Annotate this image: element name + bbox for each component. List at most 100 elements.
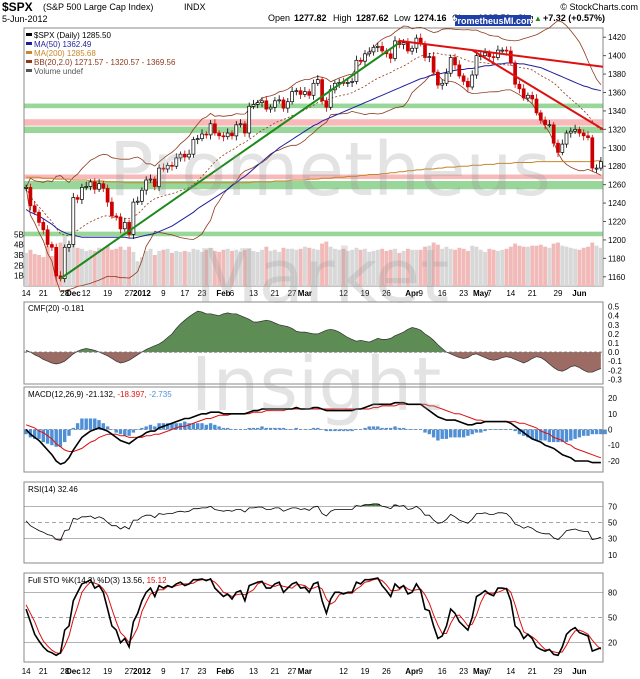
macd-histogram-bar [449, 429, 453, 438]
macd-histogram-bar [560, 429, 564, 443]
price-candle [500, 49, 505, 52]
macd-histogram-bar [590, 429, 594, 435]
volume-bar [560, 245, 565, 286]
chart-exchange: INDX [184, 2, 206, 12]
volume-bar [517, 245, 522, 286]
volume-bar [122, 249, 127, 286]
volume-bar [586, 246, 590, 286]
macd-histogram-bar [174, 423, 178, 430]
volume-bar [221, 249, 226, 286]
price-tick-label: 1320 [608, 125, 626, 134]
volume-bar [92, 250, 97, 286]
rsi-line [25, 503, 602, 541]
price-tick-label: 1240 [608, 199, 626, 208]
macd-histogram-bar [453, 429, 457, 438]
volume-bar [217, 251, 222, 286]
price-candle [560, 143, 565, 153]
price-candle [401, 42, 406, 45]
top-x-label: 27 [288, 289, 297, 298]
cmf-tick-label: 0.1 [608, 339, 620, 348]
volume-bar [405, 248, 410, 286]
volume-bar [457, 247, 462, 286]
volume-bar [328, 246, 333, 286]
volume-bar [277, 251, 282, 286]
price-candle [67, 244, 71, 248]
volume-bar [397, 252, 402, 286]
price-candle [62, 246, 67, 279]
macd-histogram-bar [144, 426, 148, 430]
volume-tick-label: 4B [14, 241, 24, 250]
volume-bar [534, 245, 539, 286]
volume-bar [526, 246, 530, 286]
price-candle [504, 49, 509, 52]
cmf-positive-area [26, 311, 601, 353]
macd-histogram-bar [393, 426, 397, 430]
macd-histogram-bar [170, 423, 174, 430]
price-candle [564, 132, 569, 145]
macd-histogram-bar [131, 429, 136, 433]
macd-histogram-bar [440, 429, 444, 439]
volume-bar [444, 246, 449, 286]
volume-bar [513, 243, 517, 286]
volume-bar [127, 246, 131, 286]
legend-swatch [26, 51, 32, 54]
price-candle [590, 137, 595, 169]
macd-histogram-bar [594, 429, 599, 435]
price-candle [538, 112, 543, 121]
macd-histogram-bar [384, 427, 389, 430]
price-candle [457, 64, 462, 77]
price-candle [170, 164, 174, 167]
bottom-x-label: 9 [418, 667, 423, 676]
watermark-line-2: Market [195, 234, 449, 320]
macd-tick-label: 10 [608, 410, 617, 419]
bottom-x-label: 17 [180, 667, 189, 676]
volume-bar [345, 250, 350, 286]
volume-bar [350, 249, 355, 286]
volume-bar [448, 248, 453, 286]
top-x-label: 17 [180, 289, 189, 298]
top-x-label: Feb [216, 289, 230, 298]
volume-bar [67, 245, 71, 286]
sto-legend: Full STO %K(14,3) %D(3) 13.56, 15.12 [28, 576, 167, 585]
sto-k-line [25, 577, 602, 657]
volume-bar [251, 250, 256, 286]
macd-histogram-bar [470, 429, 474, 435]
macd-histogram-bar [427, 429, 431, 435]
macd-histogram-bar [191, 423, 196, 430]
volume-tick-label: 2B [14, 261, 24, 270]
bottom-x-label: 16 [438, 667, 447, 676]
volume-bar [410, 249, 415, 286]
price-candle [581, 132, 586, 137]
bottom-x-label: 6 [230, 667, 235, 676]
macd-histogram-bar [466, 429, 470, 436]
price-candle [573, 129, 577, 132]
volume-bar [230, 250, 234, 286]
volume-bar [303, 246, 307, 286]
volume-bar [500, 249, 505, 286]
bollinger-lower-line [25, 73, 602, 293]
volume-bar [358, 249, 363, 286]
macd-histogram-bar [37, 429, 41, 439]
price-candle [423, 43, 427, 58]
volume-bar [431, 242, 436, 286]
volume-bar [598, 247, 603, 286]
price-tick-label: 1300 [608, 144, 626, 153]
macd-histogram-bar [307, 429, 311, 430]
price-candle [195, 138, 200, 140]
macd-histogram-bar [431, 429, 436, 438]
volume-bar [371, 250, 376, 286]
volume-bar [504, 248, 509, 286]
volume-bar [423, 246, 427, 286]
volume-bar [80, 248, 84, 286]
volume-bar [538, 244, 543, 286]
price-candle [393, 40, 397, 59]
macd-histogram-bar [234, 429, 238, 430]
sto-tick-label: 50 [608, 614, 617, 623]
macd-histogram-bar [371, 426, 376, 430]
price-candle [530, 94, 535, 100]
macd-histogram-bar [573, 429, 577, 439]
price-candle [187, 153, 191, 158]
volume-bar [32, 254, 37, 286]
top-x-label: 29 [554, 289, 563, 298]
volume-bar [148, 248, 153, 286]
